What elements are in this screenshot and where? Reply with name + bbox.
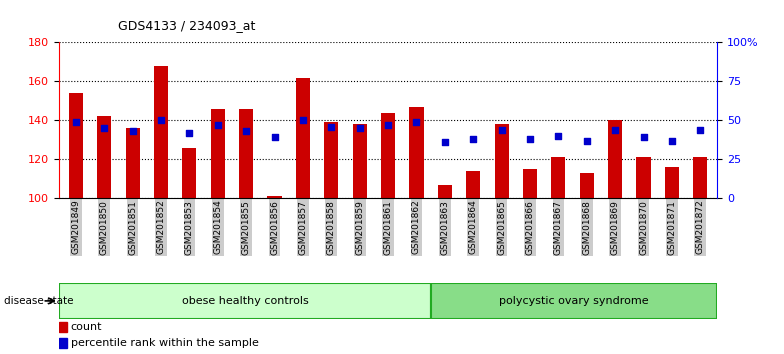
Bar [437, 185, 452, 198]
Point [268, 135, 281, 140]
Bar [154, 66, 168, 198]
Bar [409, 107, 423, 198]
Bar [495, 124, 509, 198]
Point [438, 139, 451, 145]
Bar [59, 338, 67, 348]
Bar [665, 167, 679, 198]
Bar [59, 322, 67, 332]
Bar [267, 196, 281, 198]
Point [694, 127, 706, 132]
Bar [523, 169, 537, 198]
Bar [296, 78, 310, 198]
Point [382, 122, 394, 128]
Bar [353, 124, 367, 198]
Text: disease state: disease state [4, 296, 74, 306]
Point [154, 118, 167, 123]
Bar [381, 113, 395, 198]
Bar [579, 173, 593, 198]
Point [325, 124, 338, 130]
Bar [211, 109, 225, 198]
Point [212, 122, 224, 128]
Point [126, 129, 139, 134]
Point [354, 125, 366, 131]
Point [70, 119, 82, 125]
Bar [693, 157, 707, 198]
Point [183, 130, 196, 136]
Text: obese healthy controls: obese healthy controls [182, 296, 308, 306]
Point [240, 129, 252, 134]
Text: polycystic ovary syndrome: polycystic ovary syndrome [499, 296, 649, 306]
FancyBboxPatch shape [59, 283, 431, 319]
Bar [325, 122, 339, 198]
Point [637, 135, 650, 140]
Point [410, 119, 423, 125]
Point [580, 138, 593, 143]
Point [495, 127, 508, 132]
Point [467, 136, 480, 142]
Point [666, 138, 678, 143]
Bar [608, 120, 622, 198]
Text: GDS4133 / 234093_at: GDS4133 / 234093_at [118, 19, 255, 32]
Bar [69, 93, 83, 198]
Point [524, 136, 536, 142]
Text: count: count [71, 322, 102, 332]
Point [98, 125, 111, 131]
Point [552, 133, 564, 139]
Bar [637, 157, 651, 198]
Bar [182, 148, 197, 198]
Bar [125, 128, 140, 198]
Point [296, 118, 309, 123]
Text: percentile rank within the sample: percentile rank within the sample [71, 338, 259, 348]
Bar [551, 157, 565, 198]
FancyBboxPatch shape [431, 283, 717, 319]
Bar [97, 116, 111, 198]
Bar [239, 109, 253, 198]
Point [609, 127, 622, 132]
Bar [466, 171, 481, 198]
